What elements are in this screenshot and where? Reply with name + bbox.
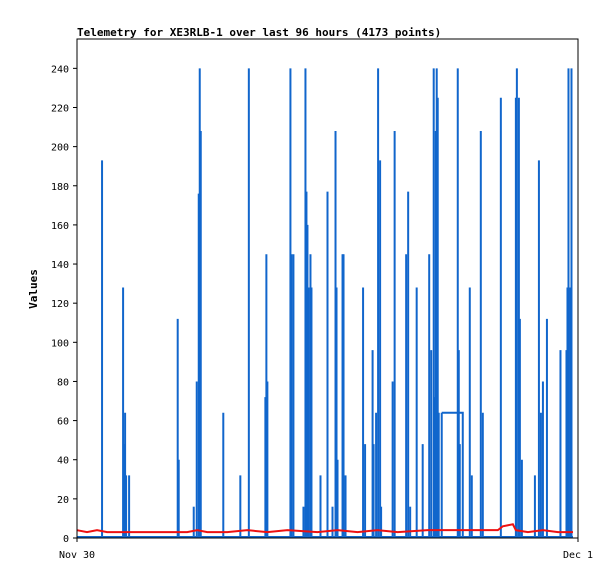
x-tick-label: Dec 1 <box>563 550 593 561</box>
y-tick-label: 120 <box>51 299 69 310</box>
y-tick-label: 20 <box>57 495 69 506</box>
axes-group: 0 20 40 60 80 100 120 140 160 180 200 220 240 Nov 30 D… <box>51 38 593 561</box>
chart-title: Telemetry for XE3RLB-1 over last 96 hour… <box>77 26 441 39</box>
series-blue-group <box>77 68 573 538</box>
y-axis-label: Values <box>27 269 40 309</box>
y-tick-label: 140 <box>51 260 69 271</box>
y-tick-label: 220 <box>51 103 69 114</box>
red-series-line <box>76 523 573 534</box>
y-tick-label: 80 <box>57 377 69 388</box>
y-tick-label: 100 <box>51 338 69 349</box>
y-tick-label: 40 <box>57 456 69 467</box>
blue-plateau <box>441 411 464 538</box>
y-tick-label: 160 <box>51 221 69 232</box>
x-tick-label: Nov 30 <box>59 550 95 561</box>
plot-frame <box>76 38 579 539</box>
y-tick-label: 60 <box>57 417 69 428</box>
series-red-group <box>76 523 573 534</box>
y-tick-label: 240 <box>51 64 69 75</box>
y-tick-label: 0 <box>63 534 69 545</box>
y-tick-label: 200 <box>51 143 69 154</box>
y-tick-label: 180 <box>51 182 69 193</box>
